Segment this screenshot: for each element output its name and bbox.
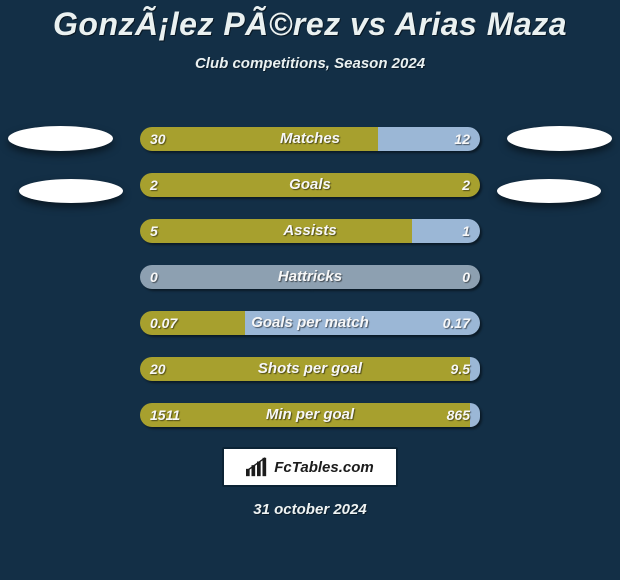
stat-row: 0.070.17Goals per match [140, 311, 480, 335]
stat-row: 3012Matches [140, 127, 480, 151]
stat-value-left: 1511 [150, 403, 180, 427]
page-subtitle: Club competitions, Season 2024 [0, 55, 620, 72]
stat-value-left: 30 [150, 127, 166, 151]
left-player-badge-a [8, 126, 113, 151]
stat-value-right: 865 [447, 403, 470, 427]
stat-row: 1511865Min per goal [140, 403, 480, 427]
stat-value-right: 2 [462, 173, 470, 197]
stat-value-right: 1 [462, 219, 470, 243]
stat-row: 22Goals [140, 173, 480, 197]
stat-bar-left [140, 219, 412, 243]
stat-bar-right [470, 357, 480, 381]
stat-row: 00Hattricks [140, 265, 480, 289]
stat-bar-left [140, 357, 470, 381]
stat-value-right: 9.5 [451, 357, 470, 381]
stat-value-left: 0 [150, 265, 158, 289]
stat-value-right: 12 [454, 127, 470, 151]
brand-text: FcTables.com [274, 459, 373, 476]
date-line: 31 october 2024 [0, 501, 620, 518]
right-player-badge-b [497, 179, 601, 203]
brand-logo-box: FcTables.com [222, 447, 398, 487]
stats-bars: 3012Matches22Goals51Assists00Hattricks0.… [140, 127, 480, 427]
stat-value-left: 5 [150, 219, 158, 243]
stat-row: 51Assists [140, 219, 480, 243]
bar-chart-icon [246, 457, 268, 477]
stat-value-left: 0.07 [150, 311, 177, 335]
stat-bar-right [310, 173, 480, 197]
stat-bar-right [310, 265, 480, 289]
stat-value-right: 0.17 [443, 311, 470, 335]
left-player-badge-b [19, 179, 123, 203]
stat-value-right: 0 [462, 265, 470, 289]
stat-bar-right [470, 403, 480, 427]
stat-value-left: 2 [150, 173, 158, 197]
stat-row: 209.5Shots per goal [140, 357, 480, 381]
stat-bar-left [140, 173, 310, 197]
stat-bar-left [140, 127, 378, 151]
stat-bar-left [140, 265, 310, 289]
stat-bar-left [140, 403, 470, 427]
right-player-badge-a [507, 126, 612, 151]
stat-value-left: 20 [150, 357, 166, 381]
page-title: GonzÃ¡lez PÃ©rez vs Arias Maza [0, 0, 620, 43]
